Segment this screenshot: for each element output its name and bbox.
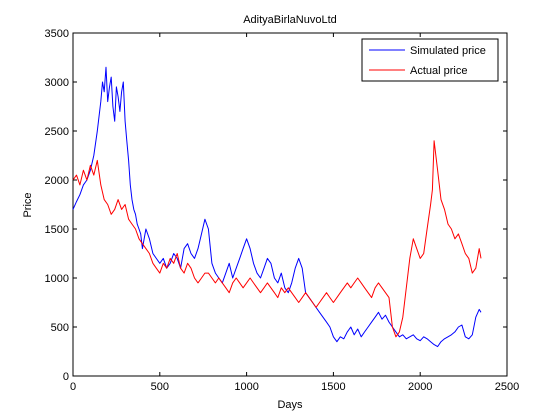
series-line-simulated (72, 66, 482, 348)
x-tick-label: 0 (70, 381, 76, 393)
legend-box (361, 38, 499, 82)
x-tick-label: 2500 (495, 381, 519, 393)
legend-label-actual: Actual price (410, 65, 467, 77)
legend: Simulated price Actual price (361, 38, 499, 82)
y-tick-label: 0 (63, 371, 69, 383)
x-tick-label: 1000 (234, 381, 258, 393)
y-tick-label: 2000 (45, 175, 69, 187)
legend-label-simulated: Simulated price (410, 45, 486, 57)
x-tick-label: 1500 (321, 381, 345, 393)
y-tick-label: 1000 (45, 273, 69, 285)
x-axis-title: Days (277, 399, 303, 411)
y-tick-label: 500 (51, 322, 69, 334)
x-tick-label: 2000 (408, 381, 432, 393)
y-tick-label: 2500 (45, 126, 69, 138)
series-layer (72, 66, 482, 348)
y-tick-label: 3500 (45, 28, 69, 40)
tick-layer: 0 500 1000 1500 2000 2500 0 500 1000 1500 2000 2500… (45, 28, 520, 393)
y-tick-label: 3000 (45, 77, 69, 89)
series-line-actual (72, 140, 482, 338)
x-tick-label: 500 (151, 381, 169, 393)
plot-area: 0 500 1000 1500 2000 2500 0 500 1000 1500 2000 2500… (45, 28, 520, 393)
y-axis-title: Price (22, 192, 34, 217)
y-tick-label: 1500 (45, 224, 69, 236)
plot-frame (72, 32, 508, 377)
chart-title: AdityaBirlaNuvoLtd (243, 14, 337, 26)
